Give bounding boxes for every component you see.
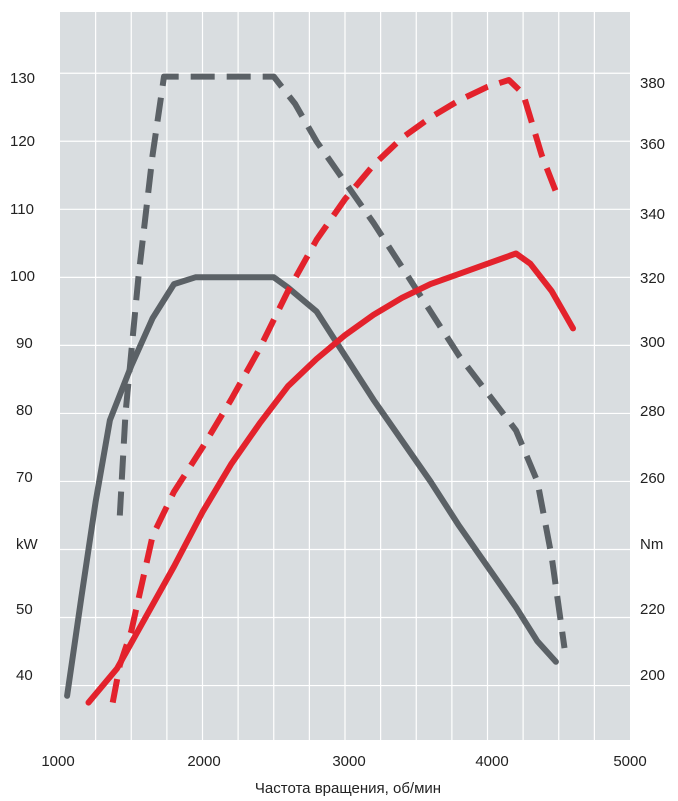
x-axis-label: Частота вращения, об/мин (255, 780, 441, 797)
y-left-tick: 70 (16, 469, 33, 486)
y-left-tick: 50 (16, 601, 33, 618)
y-left-tick: 130 (10, 70, 35, 87)
y-right-tick: 300 (640, 334, 665, 351)
y-right-tick: 260 (640, 470, 665, 487)
x-tick: 3000 (332, 753, 365, 770)
y-left-tick: 110 (10, 201, 34, 218)
y-right-tick: 220 (640, 601, 665, 618)
grid (60, 12, 630, 740)
y-left-tick: 40 (16, 667, 33, 684)
series-line-red-solid (85, 250, 576, 706)
series-line-gray-dashed (116, 73, 568, 649)
y-left-tick: 80 (16, 402, 33, 419)
y-left-tick: 90 (16, 335, 33, 352)
y-left-tick: 120 (10, 133, 35, 150)
y-right-tick: 360 (640, 136, 665, 153)
y-right-label: Nm (640, 536, 663, 553)
x-tick: 1000 (41, 753, 74, 770)
x-tick: 5000 (613, 753, 646, 770)
y-left-label: kW (16, 536, 39, 553)
series-line-gray-solid (64, 274, 559, 699)
y-right-tick: 280 (640, 403, 665, 420)
series-layer (64, 73, 576, 706)
x-tick: 4000 (475, 753, 508, 770)
y-right-tick: 200 (640, 667, 665, 684)
y-left-tick: 100 (10, 268, 35, 285)
x-tick: 2000 (187, 753, 220, 770)
series-line-red-dashed (109, 77, 562, 704)
y-right-tick: 320 (640, 270, 665, 287)
y-right-tick: 380 (640, 75, 665, 92)
y-right-tick: 340 (640, 206, 665, 223)
